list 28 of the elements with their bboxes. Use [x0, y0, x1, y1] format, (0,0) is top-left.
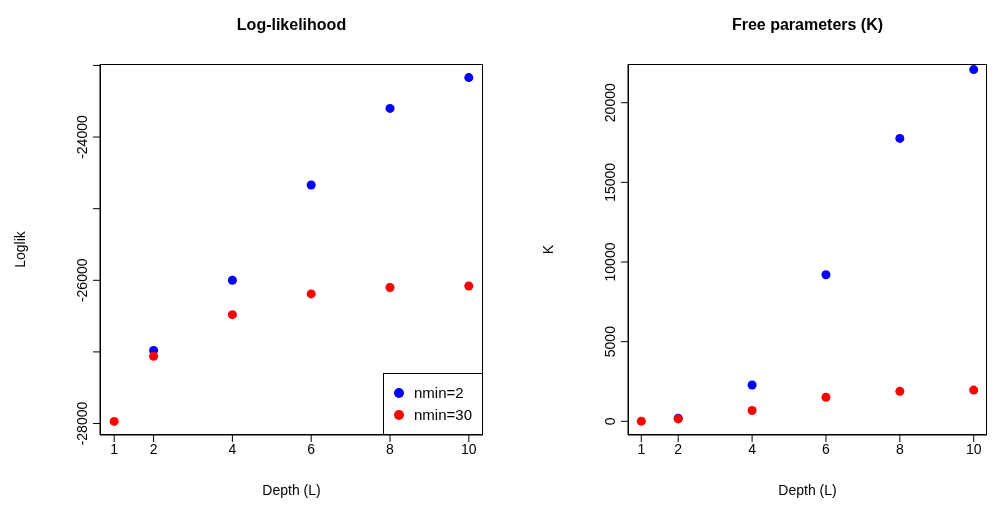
x-tick-label: 1: [110, 440, 119, 457]
y-axis-title: Loglik: [11, 230, 28, 268]
x-tick-label: 10: [461, 440, 477, 457]
y-tick-label: -26000: [74, 258, 90, 303]
chart-title: Log-likelihood: [235, 16, 348, 34]
x-axis-title: Depth (L): [778, 482, 837, 498]
x-tick-label: 4: [228, 440, 237, 457]
x-tick-label: 8: [386, 440, 395, 457]
y-tick-label: 5000: [602, 325, 618, 358]
x-tick-label: 8: [895, 440, 904, 457]
legend-label: nmin=30: [414, 405, 472, 425]
y-axis-title: K: [539, 244, 556, 255]
chart-title: Free parameters (K): [730, 16, 885, 34]
x-tick-label: 2: [674, 440, 683, 457]
x-tick-label: 1: [637, 440, 646, 457]
y-tick-label: 10000: [602, 242, 618, 282]
y-tick-label: -24000: [74, 115, 90, 159]
x-axis-title: Depth (L): [262, 482, 321, 498]
x-tick-label: 6: [822, 440, 831, 457]
x-tick-label: 6: [307, 440, 316, 457]
y-tick-label: 0: [602, 417, 618, 426]
y-tick-label: -28000: [74, 401, 90, 446]
y-tick-label: 20000: [602, 83, 618, 123]
legend-label: nmin=2: [414, 383, 464, 403]
x-tick-label: 2: [149, 440, 158, 457]
y-tick-label: 15000: [602, 162, 618, 202]
x-tick-label: 4: [748, 440, 757, 457]
x-tick-label: 10: [965, 440, 982, 457]
